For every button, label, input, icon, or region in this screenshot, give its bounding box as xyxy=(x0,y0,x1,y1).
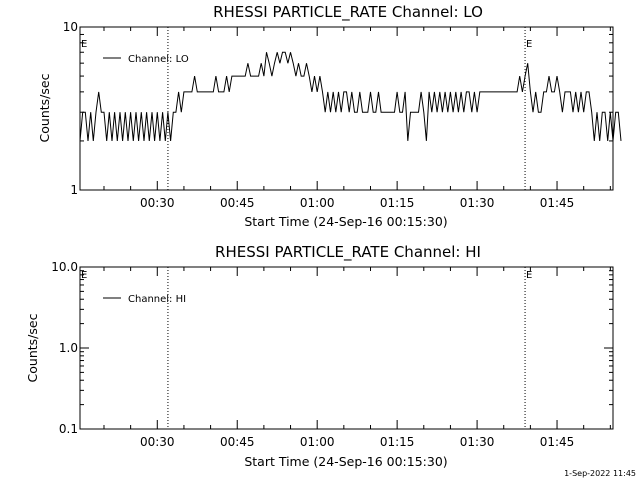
panel-hi-y-tick-label: 0.1 xyxy=(59,422,78,436)
panel-lo-legend: Channel: LO xyxy=(103,54,189,65)
panel-hi-x-tick-label: 01:30 xyxy=(460,435,495,449)
panel-lo-title: RHESSI PARTICLE_RATE Channel: LO xyxy=(213,3,483,22)
panel-hi-x-tick-label: 01:15 xyxy=(380,435,415,449)
panel-hi-y-tick-label: 1.0 xyxy=(59,341,78,355)
panel-lo-xlabel: Start Time (24-Sep-16 00:15:30) xyxy=(244,214,447,229)
channel-lo-series-line xyxy=(79,51,622,141)
panel-lo-x-tick-label: 01:45 xyxy=(540,196,575,210)
panel-hi-y-tick-label: 10.0 xyxy=(51,260,78,274)
panel-hi-x-tick-label: 00:30 xyxy=(140,435,175,449)
panel-hi-x-tick-label: 01:45 xyxy=(540,435,575,449)
panel-hi-legend-label: Channel: HI xyxy=(128,294,186,305)
panel-hi-event-label: E xyxy=(526,270,532,281)
panel-hi-ylabel: Counts/sec xyxy=(25,313,40,382)
panel-lo: RHESSI PARTICLE_RATE Channel: LO 1 10 00:… xyxy=(37,3,622,229)
panel-hi-legend: Channel: HI xyxy=(103,294,186,305)
panel-lo-x-tick-label: 01:00 xyxy=(300,196,335,210)
panel-lo-y-tick-label: 10 xyxy=(63,20,78,34)
panel-hi-title: RHESSI PARTICLE_RATE Channel: HI xyxy=(215,243,481,262)
panel-lo-ylabel: Counts/sec xyxy=(37,73,52,142)
panel-lo-legend-label: Channel: LO xyxy=(128,54,189,65)
panel-hi-x-tick-label: 01:00 xyxy=(300,435,335,449)
panel-lo-y-tick-label: 1 xyxy=(70,183,78,197)
panel-lo-event-label: E xyxy=(526,39,532,50)
panel-lo-x-tick-label: 00:30 xyxy=(140,196,175,210)
panel-hi-corner-label: E xyxy=(81,270,87,281)
panel-lo-x-tick-label: 01:15 xyxy=(380,196,415,210)
panel-lo-corner-label: E xyxy=(81,39,87,50)
panel-hi-x-tick-label: 00:45 xyxy=(220,435,255,449)
panel-lo-x-tick-label: 00:45 xyxy=(220,196,255,210)
panel-hi: RHESSI PARTICLE_RATE Channel: HI 0.1 1.0 1… xyxy=(25,243,614,469)
panel-lo-x-tick-label: 01:30 xyxy=(460,196,495,210)
panel-hi-xlabel: Start Time (24-Sep-16 00:15:30) xyxy=(244,454,447,469)
footer-timestamp: 1-Sep-2022 11:45 xyxy=(564,469,636,478)
